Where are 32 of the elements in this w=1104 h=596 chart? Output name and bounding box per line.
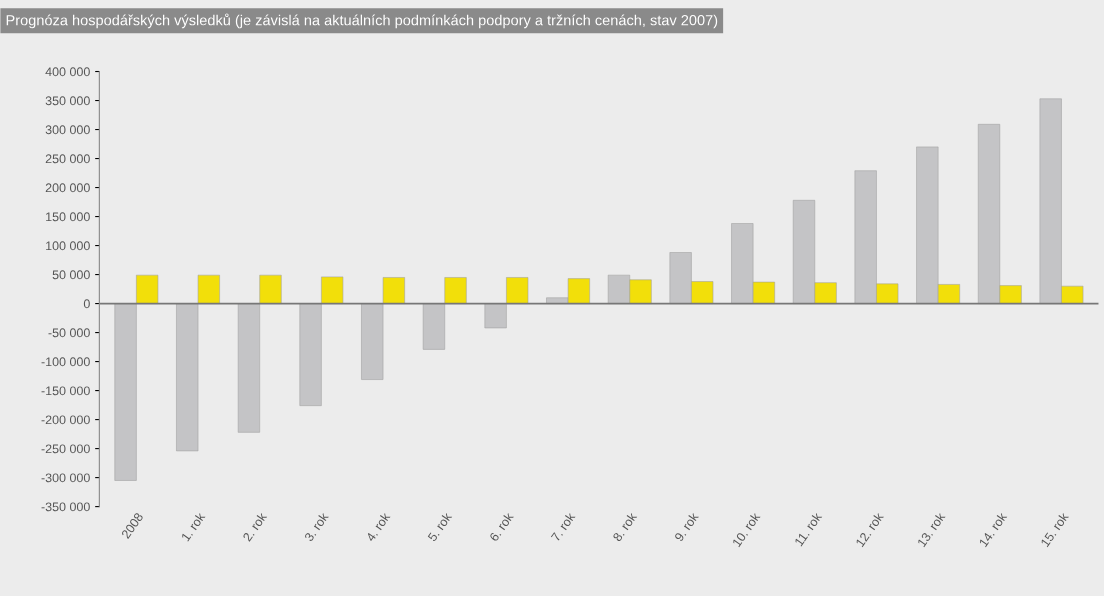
y-tick-label: 150 000 xyxy=(46,212,90,222)
y-tick-label: -350 000 xyxy=(41,502,90,512)
x-tick-label: 12. rok xyxy=(855,511,884,548)
x-tick-label: 4. rok xyxy=(365,511,391,543)
x-tick-label: 9. rok xyxy=(673,511,699,542)
y-tick-label: -250 000 xyxy=(41,444,90,454)
x-tick-label: 7. rok xyxy=(550,511,576,542)
y-tick-label: -200 000 xyxy=(41,415,90,425)
y-tick-label: 250 000 xyxy=(45,154,90,164)
x-tick-label: 5. rok xyxy=(427,511,453,542)
y-tick-label: 200 000 xyxy=(45,183,90,193)
x-tick-label: 14. rok xyxy=(978,511,1008,548)
y-tick-label: -100 000 xyxy=(41,357,90,367)
y-tick-label: 350 000 xyxy=(45,96,90,106)
x-tick-label: 3. rok xyxy=(303,511,329,542)
y-tick-label: 0 xyxy=(83,299,90,309)
x-tick-label: 15. rok xyxy=(1040,511,1070,548)
x-tick-label: 11. rok xyxy=(793,511,823,547)
chart-title: Prognóza hospodářských výsledků (je závislá na aktuálních podmínkách podpory a tržních cenách, stav 2007) xyxy=(6,13,718,29)
y-tick-label: -150 000 xyxy=(41,386,90,396)
x-tick-label: 13. rok xyxy=(916,511,946,548)
x-tick-label: 10. rok xyxy=(731,511,761,548)
y-tick-label: 300 000 xyxy=(45,125,90,135)
y-tick-label: 100 000 xyxy=(46,241,90,251)
y-tick-label: -300 000 xyxy=(41,473,90,483)
x-tick-label: 6. rok xyxy=(488,511,514,542)
y-tick-label: 400 000 xyxy=(45,67,90,77)
x-tick-label: 8. rok xyxy=(612,511,638,542)
x-tick-label: 2. rok xyxy=(242,511,268,542)
y-tick-label: 50 000 xyxy=(52,270,90,280)
x-tick-label: 1. rok xyxy=(180,511,206,542)
y-tick-label: -50 000 xyxy=(48,328,90,338)
